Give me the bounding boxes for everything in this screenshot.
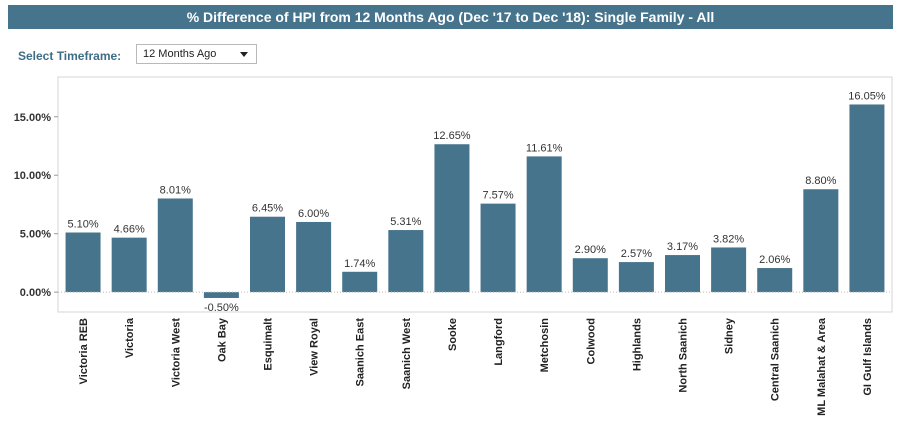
- caret-down-icon: [240, 52, 248, 57]
- bar[interactable]: [757, 268, 793, 293]
- bar-value-label: 16.05%: [848, 90, 886, 102]
- bar[interactable]: [434, 144, 470, 293]
- x-category-label: Victoria West: [170, 318, 182, 388]
- timeframe-selected-value: 12 Months Ago: [143, 48, 217, 60]
- chart-title: % Difference of HPI from 12 Months Ago (…: [186, 9, 715, 25]
- x-category-label: GI Gulf Islands: [862, 318, 874, 396]
- bar-value-label: 8.01%: [160, 184, 191, 196]
- x-category-label: Sidney: [724, 317, 736, 354]
- bar-value-label: 2.57%: [621, 248, 652, 260]
- bar-value-label: 6.45%: [252, 203, 283, 215]
- bar[interactable]: [250, 216, 285, 293]
- bar-value-label: 2.06%: [759, 254, 790, 266]
- y-tick-label: 0.00%: [20, 287, 51, 299]
- x-category-label: Highlands: [631, 318, 643, 371]
- bar-value-label: 7.57%: [482, 190, 513, 202]
- timeframe-label: Select Timeframe:: [18, 49, 122, 63]
- bar[interactable]: [111, 237, 147, 293]
- x-category-label: ML Malahat & Area: [816, 317, 828, 416]
- bar[interactable]: [526, 156, 562, 293]
- bar[interactable]: [65, 232, 101, 293]
- bar-value-label: 3.82%: [713, 233, 744, 245]
- x-category-label: Esquimalt: [263, 318, 275, 371]
- x-category-label: Saanich East: [355, 318, 367, 387]
- x-category-label: Colwood: [585, 318, 597, 364]
- bar[interactable]: [342, 271, 378, 293]
- bar[interactable]: [480, 203, 516, 293]
- bar[interactable]: [572, 258, 608, 293]
- bar-value-label: 2.90%: [575, 244, 606, 256]
- x-category-label: View Royal: [309, 318, 321, 376]
- bar[interactable]: [157, 198, 193, 293]
- bar[interactable]: [665, 255, 700, 293]
- bar-value-label: 12.65%: [433, 130, 471, 142]
- bar-value-label: 3.17%: [667, 241, 698, 253]
- bar-value-label: 5.10%: [67, 218, 98, 230]
- x-category-label: Langford: [493, 318, 505, 366]
- bar[interactable]: [618, 262, 654, 293]
- bar-value-label: 8.80%: [805, 175, 836, 187]
- x-category-label: Victoria REB: [78, 318, 90, 384]
- y-tick-label: 5.00%: [20, 229, 51, 241]
- bar-value-label: 5.31%: [390, 216, 421, 228]
- bar-value-label: -0.50%: [204, 302, 239, 314]
- bar-value-label: 4.66%: [114, 224, 145, 236]
- x-category-label: Victoria: [124, 317, 136, 358]
- bar[interactable]: [296, 221, 332, 293]
- x-category-label: North Saanich: [678, 318, 690, 393]
- bar-value-label: 1.74%: [344, 258, 375, 270]
- chart-title-bar: % Difference of HPI from 12 Months Ago (…: [8, 5, 893, 29]
- bar[interactable]: [388, 230, 424, 293]
- timeframe-dropdown[interactable]: 12 Months Ago: [136, 44, 257, 64]
- bar[interactable]: [849, 104, 885, 293]
- y-tick-label: 15.00%: [14, 112, 52, 124]
- x-category-label: Central Saanich: [770, 318, 782, 401]
- bar[interactable]: [711, 247, 747, 293]
- bar[interactable]: [203, 292, 239, 298]
- bar-value-label: 11.61%: [526, 142, 563, 154]
- x-category-label: Saanich West: [401, 318, 413, 390]
- bar[interactable]: [803, 189, 839, 293]
- x-category-label: Oak Bay: [216, 317, 228, 362]
- y-tick-label: 10.00%: [14, 170, 52, 182]
- bar-value-label: 6.00%: [298, 208, 329, 220]
- x-category-label: Sooke: [447, 318, 459, 351]
- x-category-label: Metchosin: [539, 318, 551, 373]
